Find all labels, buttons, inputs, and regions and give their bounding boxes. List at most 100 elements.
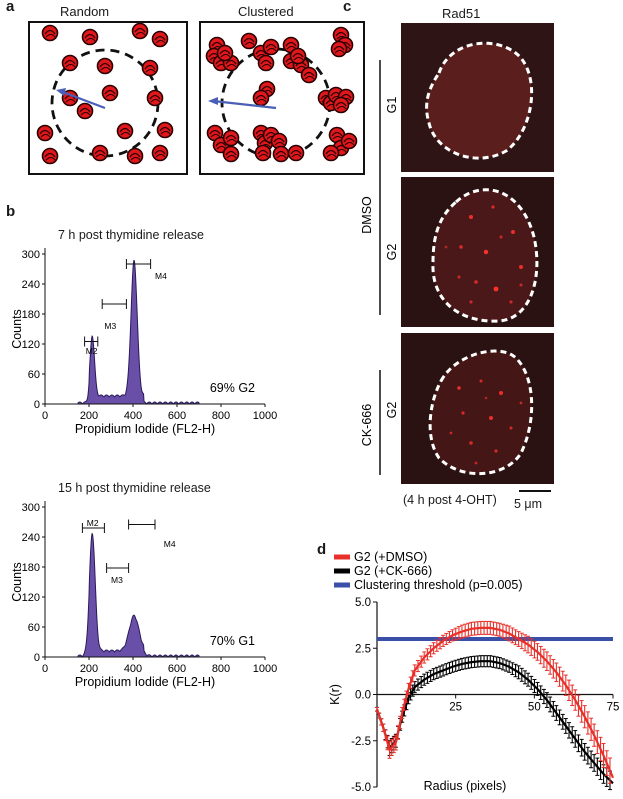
rad51-focus xyxy=(499,391,503,395)
clustered-dots-plot xyxy=(205,26,358,163)
random-molecule xyxy=(41,24,59,42)
k-ytick-label: -5.0 xyxy=(351,782,371,794)
g2-label-ck666: G2 xyxy=(385,402,399,419)
random-molecule xyxy=(101,84,119,102)
panel-c-footnote: (4 h post 4-OHT) xyxy=(403,493,497,507)
clustered-molecule xyxy=(287,144,305,162)
clustered-molecule xyxy=(222,145,240,163)
series-line xyxy=(375,660,614,785)
hist-xtick-label: 800 xyxy=(212,410,230,422)
hist-ytick-label: 240 xyxy=(22,279,40,291)
clustered-molecule xyxy=(216,44,234,62)
clustered-molecule xyxy=(254,144,272,162)
hist-ytick-label: 60 xyxy=(28,622,40,634)
random-molecule xyxy=(36,124,54,142)
micrograph-dmso-g2 xyxy=(401,177,554,327)
hist-ytick-label: 120 xyxy=(22,339,40,351)
hist-ytick-label: 0 xyxy=(34,399,40,411)
clustered-molecule xyxy=(300,66,318,84)
rad51-focus xyxy=(469,300,473,304)
nucleus-outline xyxy=(431,188,539,323)
hist-ytick-label: 0 xyxy=(34,652,40,664)
nucleus-glow xyxy=(430,351,532,474)
clustered-molecule xyxy=(330,40,348,58)
nucleus-outline xyxy=(425,41,534,160)
rad51-focus xyxy=(519,283,523,287)
clustered-molecule xyxy=(332,96,350,114)
k-ytick-label: -2.5 xyxy=(351,736,371,748)
hist-xtick-label: 200 xyxy=(80,410,98,422)
nucleus-outline xyxy=(428,349,534,476)
legend-label: Clustering threshold (p=0.005) xyxy=(354,578,523,592)
hist-ytick-label: 240 xyxy=(22,532,40,544)
hist-xtick-label: 0 xyxy=(42,410,48,422)
hist2-title: 15 h post thymidine release xyxy=(58,481,211,495)
hist-annotation: 70% G1 xyxy=(210,634,255,648)
rad51-focus xyxy=(483,249,489,255)
clustered-molecule xyxy=(252,89,270,107)
dmso-label: DMSO xyxy=(360,196,374,234)
hist-ylabel: Counts xyxy=(10,309,24,349)
panel-c-label: c xyxy=(343,0,352,15)
random-dots-plot xyxy=(36,22,174,165)
scale-bar xyxy=(519,490,551,492)
random-box xyxy=(28,21,188,175)
rad51-focus xyxy=(474,461,478,465)
histogram-fill xyxy=(77,259,200,405)
k-xtick-label: 25 xyxy=(449,702,462,714)
rad51-title: Rad51 xyxy=(442,6,481,21)
rad51-focus xyxy=(459,245,463,249)
histogram-fill xyxy=(77,532,200,658)
nucleus-glow xyxy=(426,43,532,159)
histogram-7h: Counts 0 60 120 180 240 300 0 200 400 600 800 1000 Pr… xyxy=(10,248,277,436)
random-molecule xyxy=(96,57,114,75)
clustered-molecule xyxy=(340,132,358,150)
g2-label-dmso: G2 xyxy=(385,244,399,261)
rad51-focus xyxy=(493,286,499,292)
rad51-focus xyxy=(489,416,493,420)
gate-label: M2 xyxy=(87,518,99,528)
hist-xtick-label: 400 xyxy=(124,410,142,422)
gate-label: M4 xyxy=(164,539,176,549)
nucleus-glow xyxy=(432,189,537,322)
random-molecule xyxy=(131,22,149,40)
k-xlabel: Radius (pixels) xyxy=(424,779,507,793)
clustered-molecule xyxy=(272,145,290,163)
rad51-focus xyxy=(491,205,495,209)
legend-label: G2 (+CK-666) xyxy=(354,564,432,578)
clustered-molecule xyxy=(262,38,280,56)
k-ytick-label: 0.0 xyxy=(355,690,371,702)
random-molecule xyxy=(156,121,174,139)
ck666-label: CK-666 xyxy=(360,404,374,446)
panel-d-label: d xyxy=(317,541,327,558)
random-title: Random xyxy=(60,4,110,19)
rad51-focus xyxy=(494,449,498,453)
histogram-15h: Counts 0 60 120 180 240 300 0 200 400 600 800 1000 Pr… xyxy=(10,501,277,689)
scale-bar-label: 5 μm xyxy=(514,497,543,511)
rad51-focus xyxy=(469,215,473,219)
clustered-box xyxy=(199,21,365,175)
rad51-focus xyxy=(461,411,465,415)
random-molecule xyxy=(116,122,134,140)
hist-xtick-label: 600 xyxy=(168,663,186,675)
rad51-focus xyxy=(509,300,513,304)
random-molecule xyxy=(81,28,99,46)
hist-annotation: 69% G2 xyxy=(210,381,255,395)
hist-xtick-label: 800 xyxy=(212,663,230,675)
clustered-molecule xyxy=(240,32,258,50)
hist-xtick-label: 200 xyxy=(80,663,98,675)
clustered-title: Clustered xyxy=(238,4,294,19)
hist-xtick-label: 1000 xyxy=(253,663,277,675)
series-line xyxy=(375,626,615,779)
rad51-focus xyxy=(484,396,488,400)
micrograph-ck666-g2 xyxy=(401,333,554,484)
panel-b-label: b xyxy=(6,203,16,220)
panel-c-side-labels: DMSO CK-666 G1 G2 G2 xyxy=(360,60,399,475)
gate-label: M4 xyxy=(155,271,167,281)
gate-label: M3 xyxy=(111,575,123,585)
hist-ytick-label: 180 xyxy=(22,309,40,321)
hist-ytick-label: 300 xyxy=(22,249,40,261)
k-ytick-label: 5.0 xyxy=(355,597,371,609)
clustered-molecule xyxy=(322,144,340,162)
random-radius-arrow xyxy=(59,89,106,110)
